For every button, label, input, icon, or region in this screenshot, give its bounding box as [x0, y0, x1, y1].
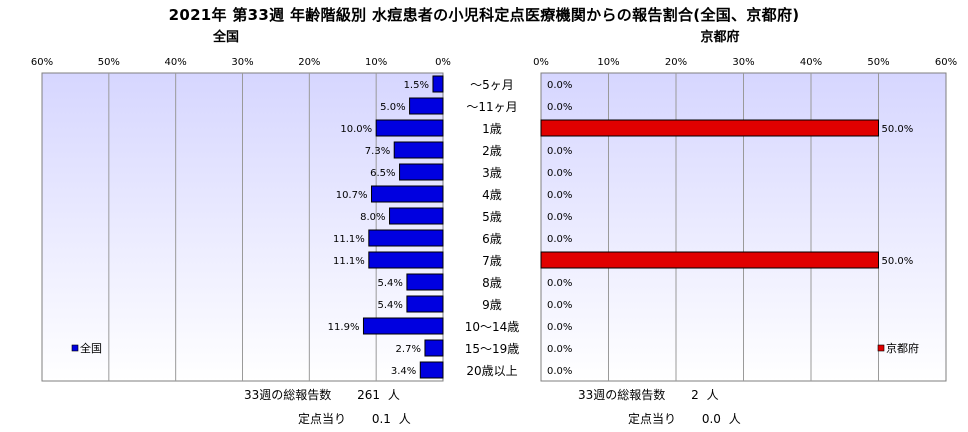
- age-category-label: 3歳: [482, 166, 502, 180]
- national-data-label: 11.9%: [328, 322, 360, 333]
- kyoto-data-label: 0.0%: [547, 168, 572, 179]
- national-data-label: 7.3%: [365, 146, 390, 157]
- national-data-label: 10.7%: [336, 190, 368, 201]
- national-bar: [389, 207, 444, 225]
- national-data-label: 11.1%: [333, 256, 365, 267]
- national-x-tick-label: 0%: [435, 57, 451, 68]
- kyoto-per-label: 定点当り: [628, 412, 677, 426]
- national-bar: [432, 75, 444, 93]
- national-x-tick-label: 60%: [31, 57, 53, 68]
- national-per-unit: 人: [398, 412, 411, 426]
- national-legend-marker: [71, 344, 79, 352]
- kyoto-bar: [540, 119, 879, 137]
- national-x-tick-label: 20%: [298, 57, 320, 68]
- kyoto-legend-marker: [877, 344, 885, 352]
- national-bar: [399, 163, 444, 181]
- national-data-label: 1.5%: [404, 80, 429, 91]
- national-data-label: 3.4%: [391, 366, 416, 377]
- national-per-label: 定点当り: [298, 412, 347, 426]
- kyoto-data-label: 0.0%: [547, 102, 572, 113]
- kyoto-total-value: 2: [691, 388, 699, 402]
- national-data-label: 8.0%: [360, 212, 385, 223]
- kyoto-x-tick-label: 60%: [935, 57, 957, 68]
- kyoto-data-label: 50.0%: [882, 124, 914, 135]
- national-total-label: 33週の総報告数: [244, 388, 332, 402]
- age-category-label: 20歳以上: [466, 364, 517, 378]
- kyoto-x-tick-label: 0%: [533, 57, 549, 68]
- kyoto-x-tick-label: 40%: [800, 57, 822, 68]
- national-bar: [370, 185, 444, 203]
- chart-title: 2021年 第33週 年齢階級別 水痘患者の小児科定点医療機関からの報告割合(全…: [168, 6, 800, 24]
- kyoto-data-label: 50.0%: [882, 256, 914, 267]
- kyoto-x-tick-label: 20%: [665, 57, 687, 68]
- national-x-tick-label: 10%: [365, 57, 387, 68]
- kyoto-total-reports: 33週の総報告数 2 人: [578, 386, 719, 403]
- age-category-label: 4歳: [482, 188, 502, 202]
- national-data-label: 2.7%: [396, 344, 421, 355]
- kyoto-data-label: 0.0%: [547, 278, 572, 289]
- kyoto-x-tick-label: 30%: [732, 57, 754, 68]
- kyoto-data-label: 0.0%: [547, 212, 572, 223]
- national-x-tick-label: 30%: [231, 57, 253, 68]
- age-category-label: 10～14歳: [465, 320, 520, 334]
- national-total-value: 261: [357, 388, 381, 402]
- national-bar: [362, 317, 444, 335]
- kyoto-per-value: 0.0: [701, 412, 721, 426]
- kyoto-data-label: 0.0%: [547, 300, 572, 311]
- age-category-label: 1歳: [482, 122, 502, 136]
- national-data-label: 11.1%: [333, 234, 365, 245]
- national-data-label: 6.5%: [370, 168, 395, 179]
- age-category-label: 6歳: [482, 232, 502, 246]
- age-category-label: 5歳: [482, 210, 502, 224]
- national-per-value: 0.1: [371, 412, 391, 426]
- national-data-label: 5.0%: [380, 102, 405, 113]
- national-legend-label: 全国: [80, 341, 102, 355]
- national-bar: [393, 141, 444, 159]
- kyoto-data-label: 0.0%: [547, 366, 572, 377]
- kyoto-legend-label: 京都府: [886, 341, 919, 355]
- kyoto-per-sentinel: 定点当り 0.0 人: [628, 410, 741, 427]
- national-total-unit: 人: [387, 388, 400, 402]
- kyoto-data-label: 0.0%: [547, 190, 572, 201]
- kyoto-data-label: 0.0%: [547, 80, 572, 91]
- national-bar: [368, 229, 444, 247]
- age-category-label: 9歳: [482, 298, 502, 312]
- national-bar: [406, 295, 444, 313]
- age-category-label: 8歳: [482, 276, 502, 290]
- kyoto-x-tick-label: 10%: [597, 57, 619, 68]
- national-bar: [368, 251, 444, 269]
- national-x-tick-label: 50%: [98, 57, 120, 68]
- kyoto-data-label: 0.0%: [547, 234, 572, 245]
- age-category-label: ～5ヶ月: [470, 78, 514, 92]
- national-total-reports: 33週の総報告数 261 人: [244, 386, 400, 403]
- kyoto-data-label: 0.0%: [547, 322, 572, 333]
- kyoto-total-unit: 人: [706, 388, 719, 402]
- national-bar: [406, 273, 444, 291]
- national-per-sentinel: 定点当り 0.1 人: [298, 410, 411, 427]
- national-bar: [424, 339, 444, 357]
- national-panel-title: 全国: [212, 30, 239, 45]
- national-data-label: 10.0%: [340, 124, 372, 135]
- national-bar: [409, 97, 444, 115]
- national-x-tick-label: 40%: [165, 57, 187, 68]
- kyoto-panel-title: 京都府: [700, 30, 740, 45]
- kyoto-x-tick-label: 50%: [867, 57, 889, 68]
- national-bar: [375, 119, 444, 137]
- kyoto-data-label: 0.0%: [547, 146, 572, 157]
- national-data-label: 5.4%: [378, 278, 403, 289]
- national-data-label: 5.4%: [378, 300, 403, 311]
- age-category-label: 15～19歳: [465, 342, 520, 356]
- kyoto-bar: [540, 251, 879, 269]
- kyoto-data-label: 0.0%: [547, 344, 572, 355]
- kyoto-total-label: 33週の総報告数: [578, 388, 666, 402]
- kyoto-per-unit: 人: [728, 412, 741, 426]
- age-category-label: 7歳: [482, 254, 502, 268]
- age-category-label: ～11ヶ月: [466, 100, 517, 114]
- age-category-label: 2歳: [482, 144, 502, 158]
- national-bar: [419, 361, 444, 379]
